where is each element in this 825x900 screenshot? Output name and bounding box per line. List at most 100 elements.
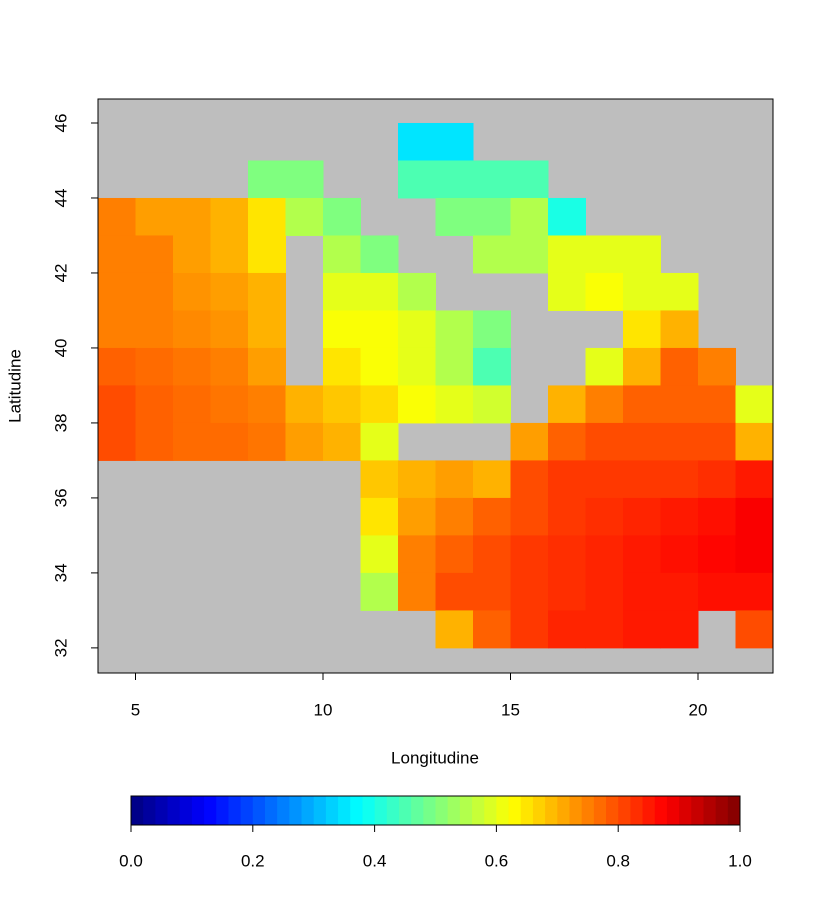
sea-cell: [660, 460, 699, 499]
sea-cell: [360, 535, 399, 574]
sea-cell: [660, 535, 699, 574]
sea-cell: [473, 347, 511, 386]
sea-cell: [735, 497, 774, 536]
sea-cell: [285, 160, 324, 199]
x-tick-label: 10: [314, 700, 333, 719]
sea-cell: [660, 272, 699, 311]
sea-cell: [510, 422, 549, 461]
sea-cell: [698, 497, 736, 536]
colorbar-swatch: [264, 796, 278, 825]
sea-cell: [323, 235, 361, 274]
sea-cell: [135, 385, 174, 424]
sea-cell: [98, 422, 136, 461]
colorbar-swatch: [216, 796, 229, 825]
sea-cell: [360, 572, 399, 611]
sea-cell: [98, 385, 136, 424]
sea-cell: [398, 460, 436, 499]
sea-cell: [435, 497, 474, 536]
x-tick-label: 5: [131, 700, 140, 719]
sea-cell: [360, 460, 399, 499]
sea-cell: [473, 572, 511, 611]
sea-cell: [323, 385, 361, 424]
sea-cell: [510, 610, 549, 649]
sea-cell: [623, 235, 661, 274]
sea-cell: [623, 497, 661, 536]
sea-cell: [698, 460, 736, 499]
sea-cell: [660, 497, 699, 536]
sea-cell: [248, 347, 286, 386]
colorbar-tick-label: 0.4: [363, 851, 387, 870]
sea-cell: [248, 197, 286, 236]
sea-cell: [398, 497, 436, 536]
sea-cell: [435, 572, 474, 611]
colorbar-swatch: [386, 796, 400, 825]
sea-cell: [473, 160, 511, 199]
sea-cell: [585, 535, 624, 574]
sea-cell: [98, 272, 136, 311]
colorbar-swatch: [472, 796, 485, 825]
colorbar-swatch: [350, 796, 363, 825]
sea-cell: [248, 422, 286, 461]
y-tick-label: 36: [51, 488, 70, 507]
sea-cell: [135, 197, 174, 236]
colorbar-swatch: [581, 796, 595, 825]
colorbar-swatch: [459, 796, 473, 825]
sea-cell: [735, 535, 774, 574]
colorbar-tick-label: 0.2: [241, 851, 265, 870]
sea-cell: [623, 572, 661, 611]
sea-cell: [585, 422, 624, 461]
sea-cell: [435, 160, 474, 199]
sea-cell: [398, 385, 436, 424]
colorbar-swatch: [508, 796, 522, 825]
sea-cell: [660, 310, 699, 349]
sea-cell: [135, 272, 174, 311]
sea-cell: [210, 197, 249, 236]
sea-cell: [623, 610, 661, 649]
sea-cell: [210, 235, 249, 274]
sea-cell: [435, 460, 474, 499]
sea-cell: [510, 497, 549, 536]
colorbar-swatch: [191, 796, 205, 825]
colorbar-swatch: [252, 796, 266, 825]
colorbar-swatch: [179, 796, 193, 825]
colorbar-swatch: [593, 796, 607, 825]
y-axis-title: Latitudine: [5, 349, 24, 423]
sea-cell: [435, 310, 474, 349]
colorbar-swatch: [143, 796, 156, 825]
sea-cell: [210, 272, 249, 311]
sea-cell: [360, 497, 399, 536]
colorbar-swatch: [374, 796, 388, 825]
sea-cell: [323, 310, 361, 349]
sea-cell: [98, 235, 136, 274]
sea-cell: [173, 385, 211, 424]
y-tick-label: 44: [51, 189, 70, 208]
sea-cell: [435, 197, 474, 236]
sea-cell: [735, 572, 774, 611]
sea-cell: [473, 197, 511, 236]
colorbar-swatch: [228, 796, 242, 825]
sea-cell: [548, 610, 586, 649]
colorbar-swatch: [727, 796, 741, 825]
sea-cell: [548, 385, 586, 424]
colorbar-tick-label: 0.6: [485, 851, 509, 870]
sea-cell: [623, 310, 661, 349]
sea-cell: [473, 310, 511, 349]
sea-cell: [173, 347, 211, 386]
sea-cell: [623, 460, 661, 499]
sea-cell: [360, 422, 399, 461]
colorbar-swatch: [325, 796, 339, 825]
y-tick-label: 40: [51, 338, 70, 357]
x-tick-label: 15: [501, 700, 520, 719]
sea-cell: [698, 385, 736, 424]
sea-cell: [548, 497, 586, 536]
colorbar-swatch: [313, 796, 327, 825]
sea-cell: [585, 235, 624, 274]
sea-cell: [548, 535, 586, 574]
sea-cell: [623, 347, 661, 386]
colorbar-swatch: [423, 796, 436, 825]
sea-cell: [173, 272, 211, 311]
colorbar-swatch: [338, 796, 351, 825]
sea-cell: [510, 160, 549, 199]
